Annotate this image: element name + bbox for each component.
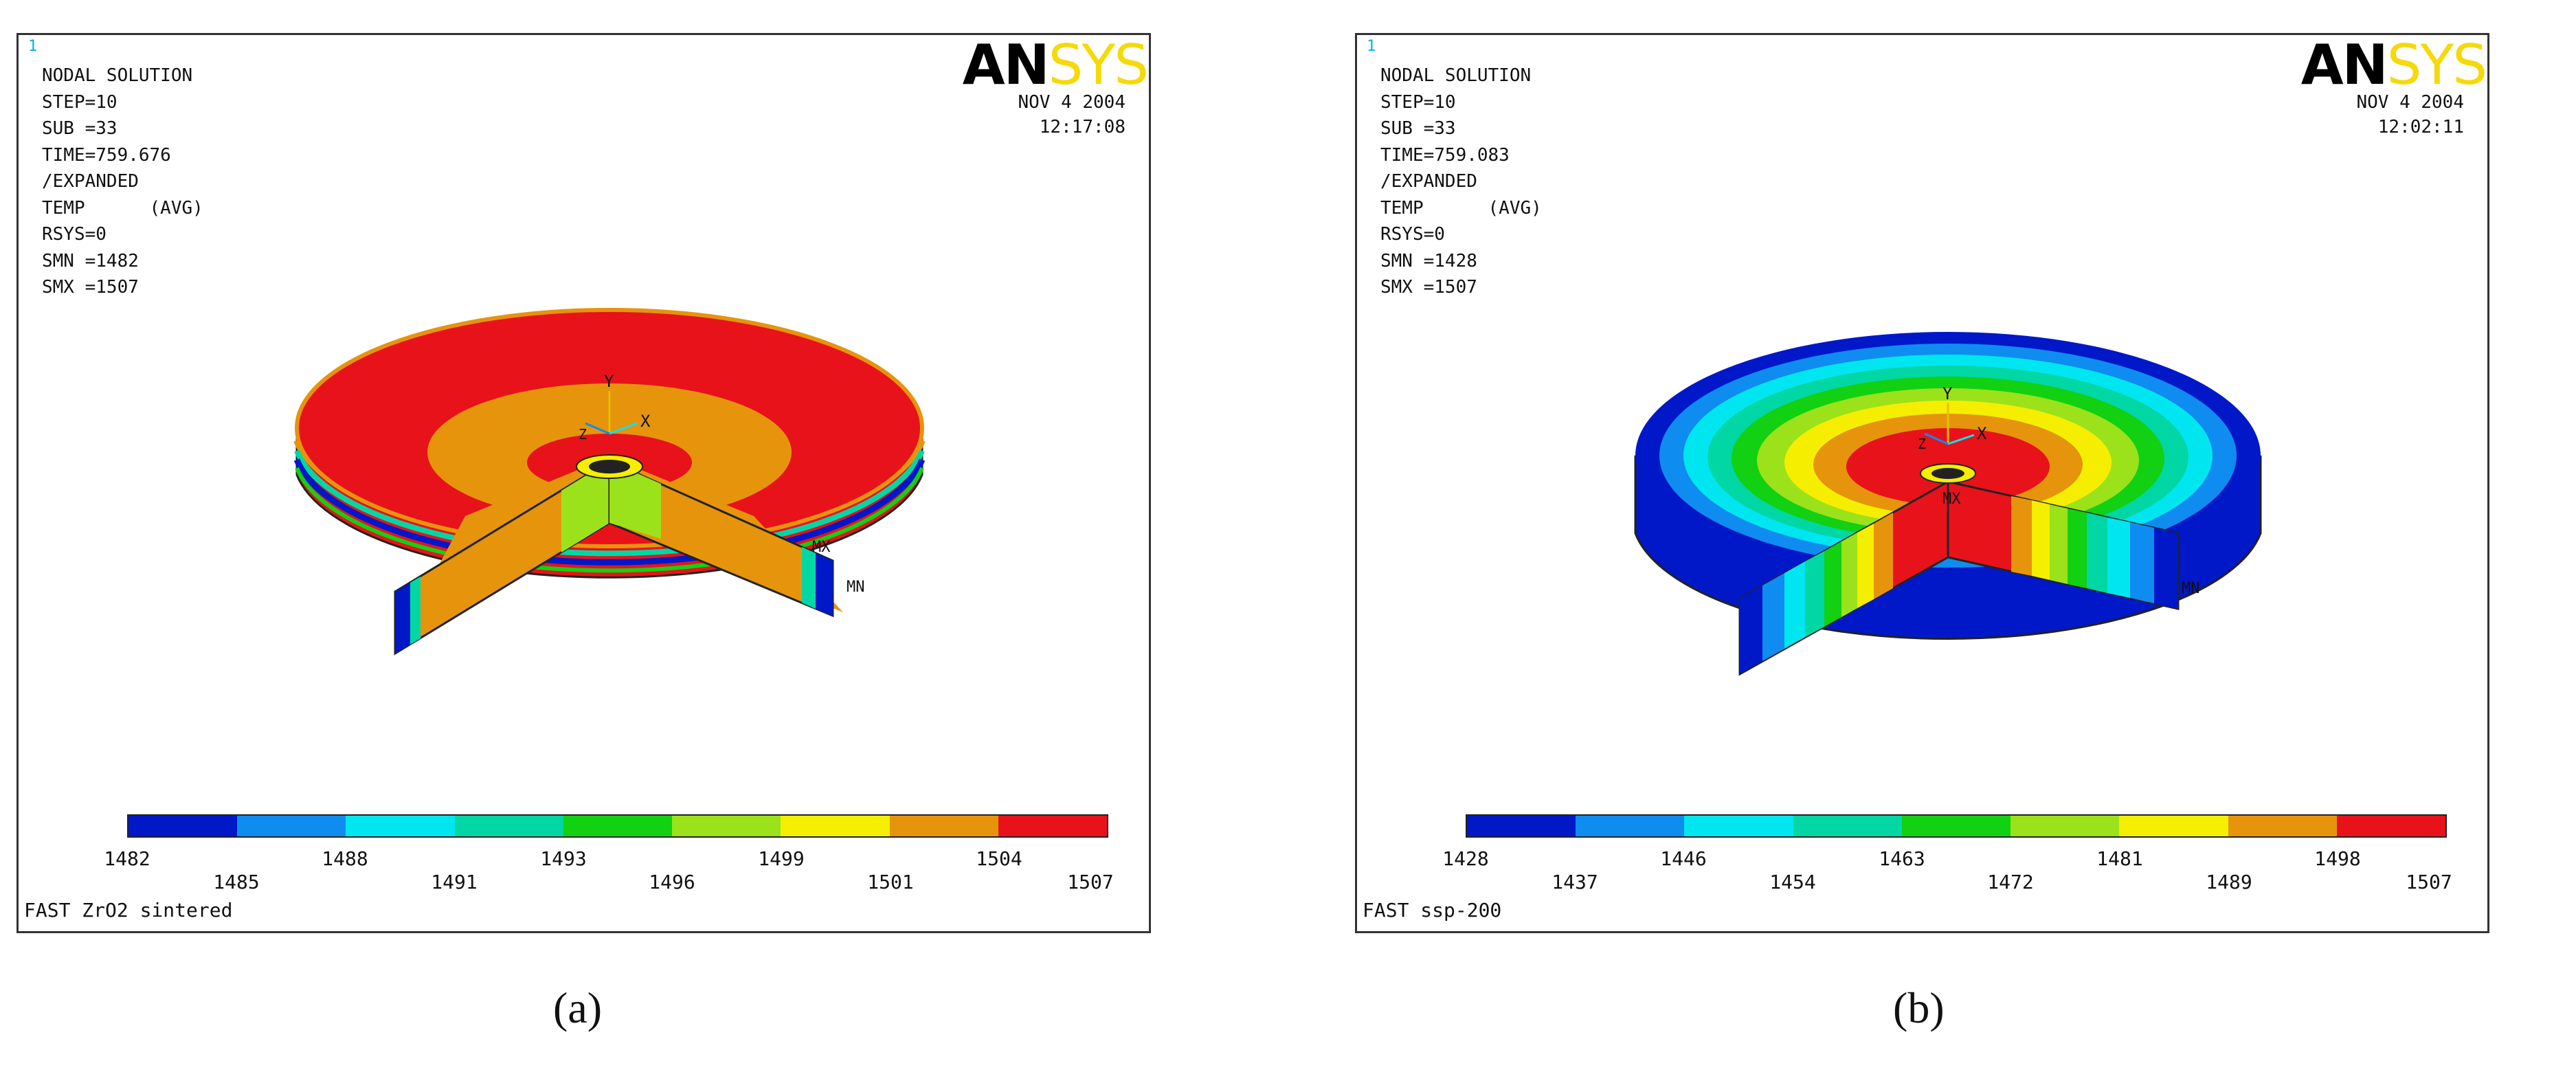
color-swatch xyxy=(1793,816,1902,836)
temperature-contour-model-a: Y X Z MX MN xyxy=(293,308,926,656)
info-line: TIME=759.083 xyxy=(1380,144,1510,166)
color-swatch xyxy=(998,816,1107,836)
tick-label: 1437 xyxy=(1552,871,1598,893)
info-line: TEMP (AVG) xyxy=(42,197,203,219)
axis-label-x: X xyxy=(1977,424,1987,443)
color-swatch xyxy=(1467,816,1576,836)
tick-label: 1485 xyxy=(213,871,260,893)
colorbar xyxy=(127,814,1108,838)
info-line: SMX =1507 xyxy=(1380,277,1477,298)
color-swatch xyxy=(781,816,890,836)
color-swatch xyxy=(2011,816,2120,836)
max-marker: MX xyxy=(812,539,831,556)
tick-label: 1498 xyxy=(2314,847,2361,870)
caption-a: (a) xyxy=(553,983,603,1032)
color-swatch xyxy=(2119,816,2228,836)
plot-panel-a: 1 NODAL SOLUTION STEP=10 SUB =33 TIME=75… xyxy=(16,33,1151,933)
color-swatch xyxy=(1684,816,1793,836)
temperature-contour-model-b: Y X Z MX MN xyxy=(1634,332,2262,676)
min-marker: MN xyxy=(2182,580,2200,597)
tick-label: 1489 xyxy=(2206,871,2252,893)
color-swatch xyxy=(1576,816,1685,836)
solution-info: NODAL SOLUTION STEP=10 SUB =33 TIME=759.… xyxy=(42,63,203,301)
caption-b: (b) xyxy=(1893,983,1945,1032)
datestamp: NOV 4 2004 12:17:08 xyxy=(1018,90,1125,139)
time-text: 12:02:11 xyxy=(2377,117,2464,137)
info-line: /EXPANDED xyxy=(42,171,139,192)
plot-title: FAST ssp-200 xyxy=(1363,899,1502,922)
color-swatch xyxy=(672,816,781,836)
tick-label: 1507 xyxy=(2406,871,2452,893)
colorbar xyxy=(1466,814,2447,838)
datestamp: NOV 4 2004 12:02:11 xyxy=(2356,90,2464,139)
solution-info: NODAL SOLUTION STEP=10 SUB =33 TIME=759.… xyxy=(1380,63,1542,301)
tick-label: 1496 xyxy=(649,871,695,893)
tick-label: 1472 xyxy=(1987,871,2034,893)
info-line: TIME=759.676 xyxy=(42,144,171,166)
info-line: NODAL SOLUTION xyxy=(1380,65,1532,86)
tick-label: 1482 xyxy=(104,847,150,870)
tick-label: 1499 xyxy=(758,847,805,870)
info-line: STEP=10 xyxy=(42,91,117,113)
color-swatch xyxy=(563,816,673,836)
axis-label-y: Y xyxy=(1942,384,1953,403)
min-marker: MN xyxy=(847,579,865,596)
ansys-logo: ANSYS xyxy=(962,33,1149,97)
axis-label-x: X xyxy=(640,412,651,431)
info-line: SMN =1482 xyxy=(42,250,139,271)
tick-label: 1454 xyxy=(1769,871,1816,893)
info-line: RSYS=0 xyxy=(42,224,107,245)
info-line: SMX =1507 xyxy=(42,277,139,298)
time-text: 12:17:08 xyxy=(1039,117,1125,137)
tick-label: 1504 xyxy=(976,847,1022,870)
tick-label: 1491 xyxy=(431,871,478,893)
tick-label: 1428 xyxy=(1442,847,1489,870)
plot-title: FAST ZrO2 sintered xyxy=(24,899,233,922)
max-marker: MX xyxy=(1942,491,1961,508)
info-line: RSYS=0 xyxy=(1380,224,1445,245)
plot-panel-b: 1 NODAL SOLUTION STEP=10 SUB =33 TIME=75… xyxy=(1355,33,2489,933)
date-text: NOV 4 2004 xyxy=(1018,92,1125,113)
color-swatch xyxy=(128,816,238,836)
color-swatch xyxy=(2228,816,2337,836)
tick-label: 1488 xyxy=(322,847,368,870)
color-swatch xyxy=(346,816,455,836)
info-line: SUB =33 xyxy=(1380,118,1456,139)
info-line: TEMP (AVG) xyxy=(1380,197,1542,219)
axis-label-z: Z xyxy=(1918,436,1926,452)
info-line: NODAL SOLUTION xyxy=(42,65,193,86)
color-swatch xyxy=(1901,816,2011,836)
axis-label-y: Y xyxy=(604,372,614,391)
tick-label: 1463 xyxy=(1879,847,1925,870)
color-swatch xyxy=(889,816,998,836)
axis-label-z: Z xyxy=(579,426,587,443)
color-swatch xyxy=(2336,816,2445,836)
tick-label: 1507 xyxy=(1067,871,1114,893)
tick-label: 1446 xyxy=(1660,847,1707,870)
info-line: /EXPANDED xyxy=(1380,171,1477,192)
tick-label: 1481 xyxy=(2096,847,2143,870)
info-line: SUB =33 xyxy=(42,118,117,139)
tick-label: 1493 xyxy=(540,847,587,870)
window-number: 1 xyxy=(1367,38,1376,55)
color-swatch xyxy=(454,816,563,836)
info-line: STEP=10 xyxy=(1380,91,1456,113)
date-text: NOV 4 2004 xyxy=(2356,92,2464,113)
color-swatch xyxy=(237,816,346,836)
ansys-logo: ANSYS xyxy=(2300,33,2487,97)
info-line: SMN =1428 xyxy=(1380,250,1477,271)
tick-label: 1501 xyxy=(867,871,914,893)
window-number: 1 xyxy=(28,38,38,55)
